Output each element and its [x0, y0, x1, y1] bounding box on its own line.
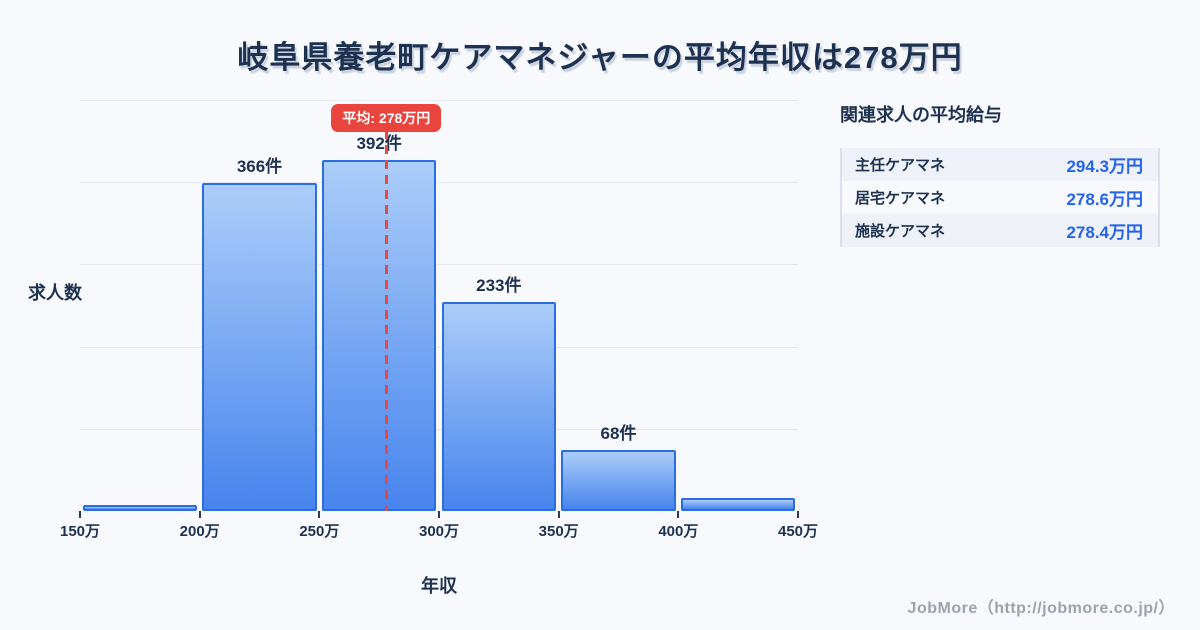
x-axis-tick	[198, 511, 201, 518]
x-axis-tick	[557, 511, 560, 518]
histogram-bar	[680, 497, 796, 511]
mean-line	[384, 130, 388, 511]
related-job-row: 居宅ケアマネ 278.6万円	[842, 181, 1158, 214]
mean-badge: 平均: 278万円	[331, 104, 442, 132]
x-axis-tick-label: 350万	[538, 523, 579, 540]
gridline	[80, 100, 798, 101]
related-job-salary: 294.3万円	[1066, 157, 1143, 176]
x-axis-tick-label: 200万	[179, 523, 220, 540]
bar-count-label: 392件	[356, 134, 402, 153]
histogram-bar	[441, 302, 557, 511]
related-job-name: 居宅ケアマネ	[855, 190, 946, 207]
bar-count-label: 233件	[476, 276, 522, 296]
x-axis-tick	[677, 511, 680, 518]
related-job-name: 主任ケアマネ	[855, 157, 946, 174]
x-axis-title: 年収	[421, 576, 457, 596]
histogram-bar	[202, 183, 317, 511]
source-credit: JobMore（http://jobmore.co.jp/）	[907, 600, 1175, 617]
histogram-bar	[82, 504, 198, 511]
x-axis-tick	[797, 511, 799, 518]
related-jobs-heading: 関連求人の平均給与	[840, 105, 1002, 125]
gridline	[80, 264, 798, 266]
x-axis-tick	[438, 511, 440, 518]
x-axis-tick	[79, 511, 81, 518]
x-axis-tick-label: 450万	[777, 523, 819, 540]
x-axis-tick-label: 250万	[299, 523, 340, 540]
related-jobs-panel: 関連求人の平均給与 主任ケアマネ 294.3万円居宅ケアマネ 278.6万円施設ケア…	[840, 101, 1160, 247]
related-job-salary: 278.4万円	[1066, 223, 1143, 242]
related-job-salary: 278.6万円	[1066, 190, 1143, 209]
page-title: 岐阜県養老町ケアマネジャーの平均年収は278万円	[237, 40, 963, 75]
related-job-row: 主任ケアマネ 294.3万円	[842, 148, 1158, 181]
histogram-bar	[561, 450, 676, 511]
histogram-plot-area: 150万 200万 250万 300万 350万 400万 450万 366件 392件 233件…	[60, 100, 818, 540]
x-axis-tick-label: 150万	[59, 523, 101, 540]
x-axis-tick	[318, 511, 321, 518]
bar-count-label: 366件	[236, 157, 283, 177]
gridline	[80, 346, 798, 348]
related-job-name: 施設ケアマネ	[855, 223, 946, 240]
y-axis-title: 求人数	[28, 283, 82, 303]
histogram-bar	[321, 160, 437, 511]
related-jobs-table: 主任ケアマネ 294.3万円居宅ケアマネ 278.6万円施設ケアマネ 278.4万円	[840, 148, 1160, 247]
gridline	[80, 428, 798, 430]
x-axis-tick-label: 300万	[418, 523, 460, 540]
bar-count-label: 68件	[600, 424, 637, 444]
related-job-row: 施設ケアマネ 278.4万円	[842, 214, 1158, 247]
gridline	[80, 182, 798, 184]
x-axis-tick-label: 400万	[658, 523, 699, 540]
